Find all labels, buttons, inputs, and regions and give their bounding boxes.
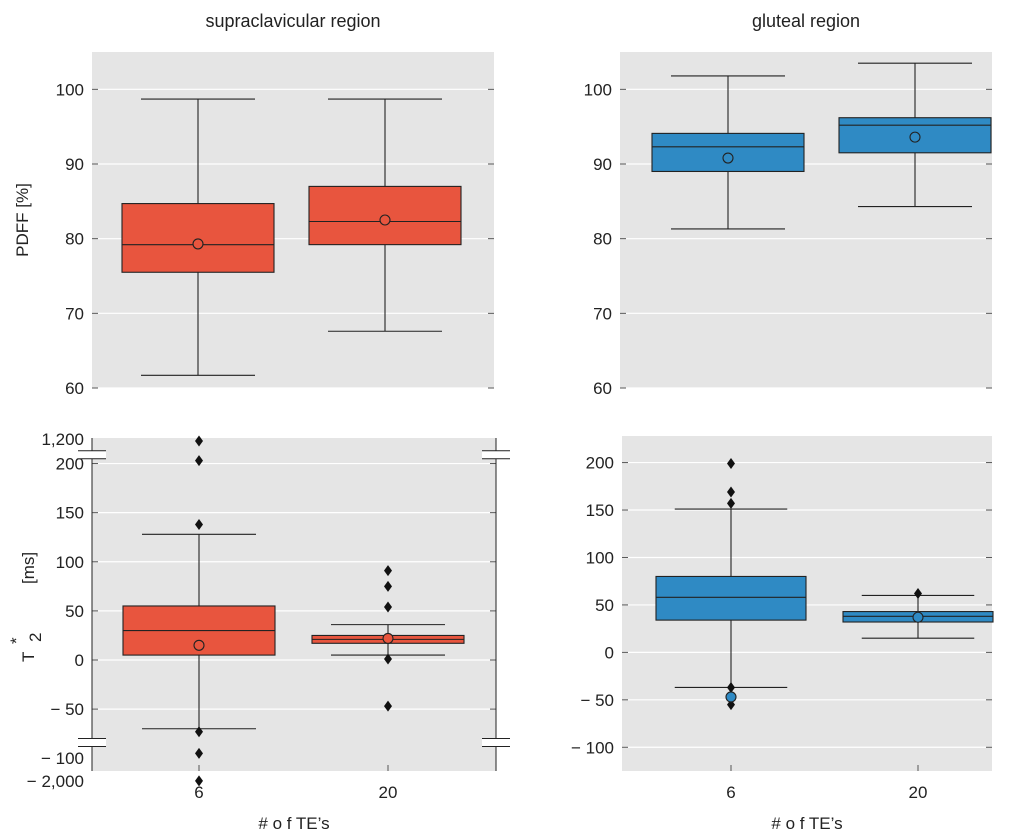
mean-marker — [909, 131, 921, 143]
x-tick-label: 20 — [909, 783, 928, 802]
plot-area-top-right — [620, 52, 992, 388]
y-tick-label: 50 — [595, 596, 614, 615]
box-iqr — [838, 117, 992, 154]
y-tick-label: − 100 — [41, 749, 84, 768]
y-axis-label-subscript: 2 — [26, 633, 45, 642]
x-axis-label: # o f TE’s — [771, 814, 842, 833]
mean-marker — [912, 611, 924, 623]
outlier-marker — [195, 455, 203, 467]
y-tick-label: 80 — [593, 230, 612, 249]
mean-marker — [382, 632, 394, 644]
outlier-marker — [727, 497, 735, 509]
mean-marker — [379, 214, 391, 226]
y-tick-label: 1,200 — [41, 430, 84, 449]
y-tick-label: 60 — [593, 379, 612, 398]
mean-marker — [725, 691, 737, 703]
y-tick-label: 100 — [56, 553, 84, 572]
y-axis-label-symbol: T — [19, 652, 38, 662]
x-tick-label: 6 — [726, 783, 735, 802]
outlier-marker — [195, 518, 203, 530]
outlier-marker — [384, 601, 392, 613]
outlier-marker — [195, 435, 203, 447]
outlier-marker — [384, 580, 392, 592]
y-tick-label: 150 — [586, 501, 614, 520]
x-tick-label: 20 — [379, 783, 398, 802]
outlier-marker — [727, 681, 735, 693]
outlier-marker — [195, 726, 203, 738]
y-tick-label: 60 — [65, 379, 84, 398]
axis-break-gap — [482, 738, 510, 747]
y-tick-label: 0 — [75, 651, 84, 670]
mean-marker — [192, 238, 204, 250]
y-tick-label: − 50 — [580, 691, 614, 710]
y-tick-label: 100 — [56, 80, 84, 99]
mean-marker — [193, 639, 205, 651]
outlier-marker — [727, 458, 735, 470]
y-tick-label: 100 — [584, 80, 612, 99]
box-iqr — [651, 132, 805, 173]
box-iqr — [121, 203, 275, 273]
y-tick-label: 200 — [586, 454, 614, 473]
outlier-marker — [195, 747, 203, 759]
y-tick-label: 90 — [65, 155, 84, 174]
y-tick-label: 200 — [56, 455, 84, 474]
y-tick-label: − 100 — [571, 738, 614, 757]
y-axis-label-superscript: * — [7, 637, 26, 644]
y-tick-label: 80 — [65, 230, 84, 249]
y-tick-label: − 50 — [50, 700, 84, 719]
y-axis-label: PDFF [%] — [13, 183, 32, 257]
outlier-marker — [195, 775, 203, 787]
y-tick-label: 50 — [65, 602, 84, 621]
axis-break-gap — [78, 738, 106, 747]
outlier-marker — [384, 565, 392, 577]
mean-marker — [722, 152, 734, 164]
axis-break-gap — [78, 450, 106, 459]
outlier-marker — [914, 588, 922, 600]
y-tick-label: 70 — [65, 304, 84, 323]
y-axis-label-unit: [ms] — [19, 552, 38, 584]
outlier-marker — [384, 700, 392, 712]
panel-title: supraclavicular region — [205, 11, 380, 31]
y-tick-label: 90 — [593, 155, 612, 174]
y-tick-label: 150 — [56, 504, 84, 523]
y-tick-label: − 2,000 — [27, 772, 84, 791]
x-tick-label: 6 — [194, 783, 203, 802]
y-tick-label: 0 — [605, 643, 614, 662]
y-tick-label: 70 — [593, 304, 612, 323]
panel-title: gluteal region — [752, 11, 860, 31]
outlier-marker — [727, 486, 735, 498]
y-tick-label: 100 — [586, 548, 614, 567]
plot-area-bottom-left — [92, 438, 496, 771]
box-iqr — [655, 575, 807, 621]
outlier-marker — [384, 653, 392, 665]
axis-break-gap — [482, 450, 510, 459]
x-axis-label: # o f TE’s — [258, 814, 329, 833]
y-axis-label-t2: T * 2 [ms] — [7, 552, 45, 662]
